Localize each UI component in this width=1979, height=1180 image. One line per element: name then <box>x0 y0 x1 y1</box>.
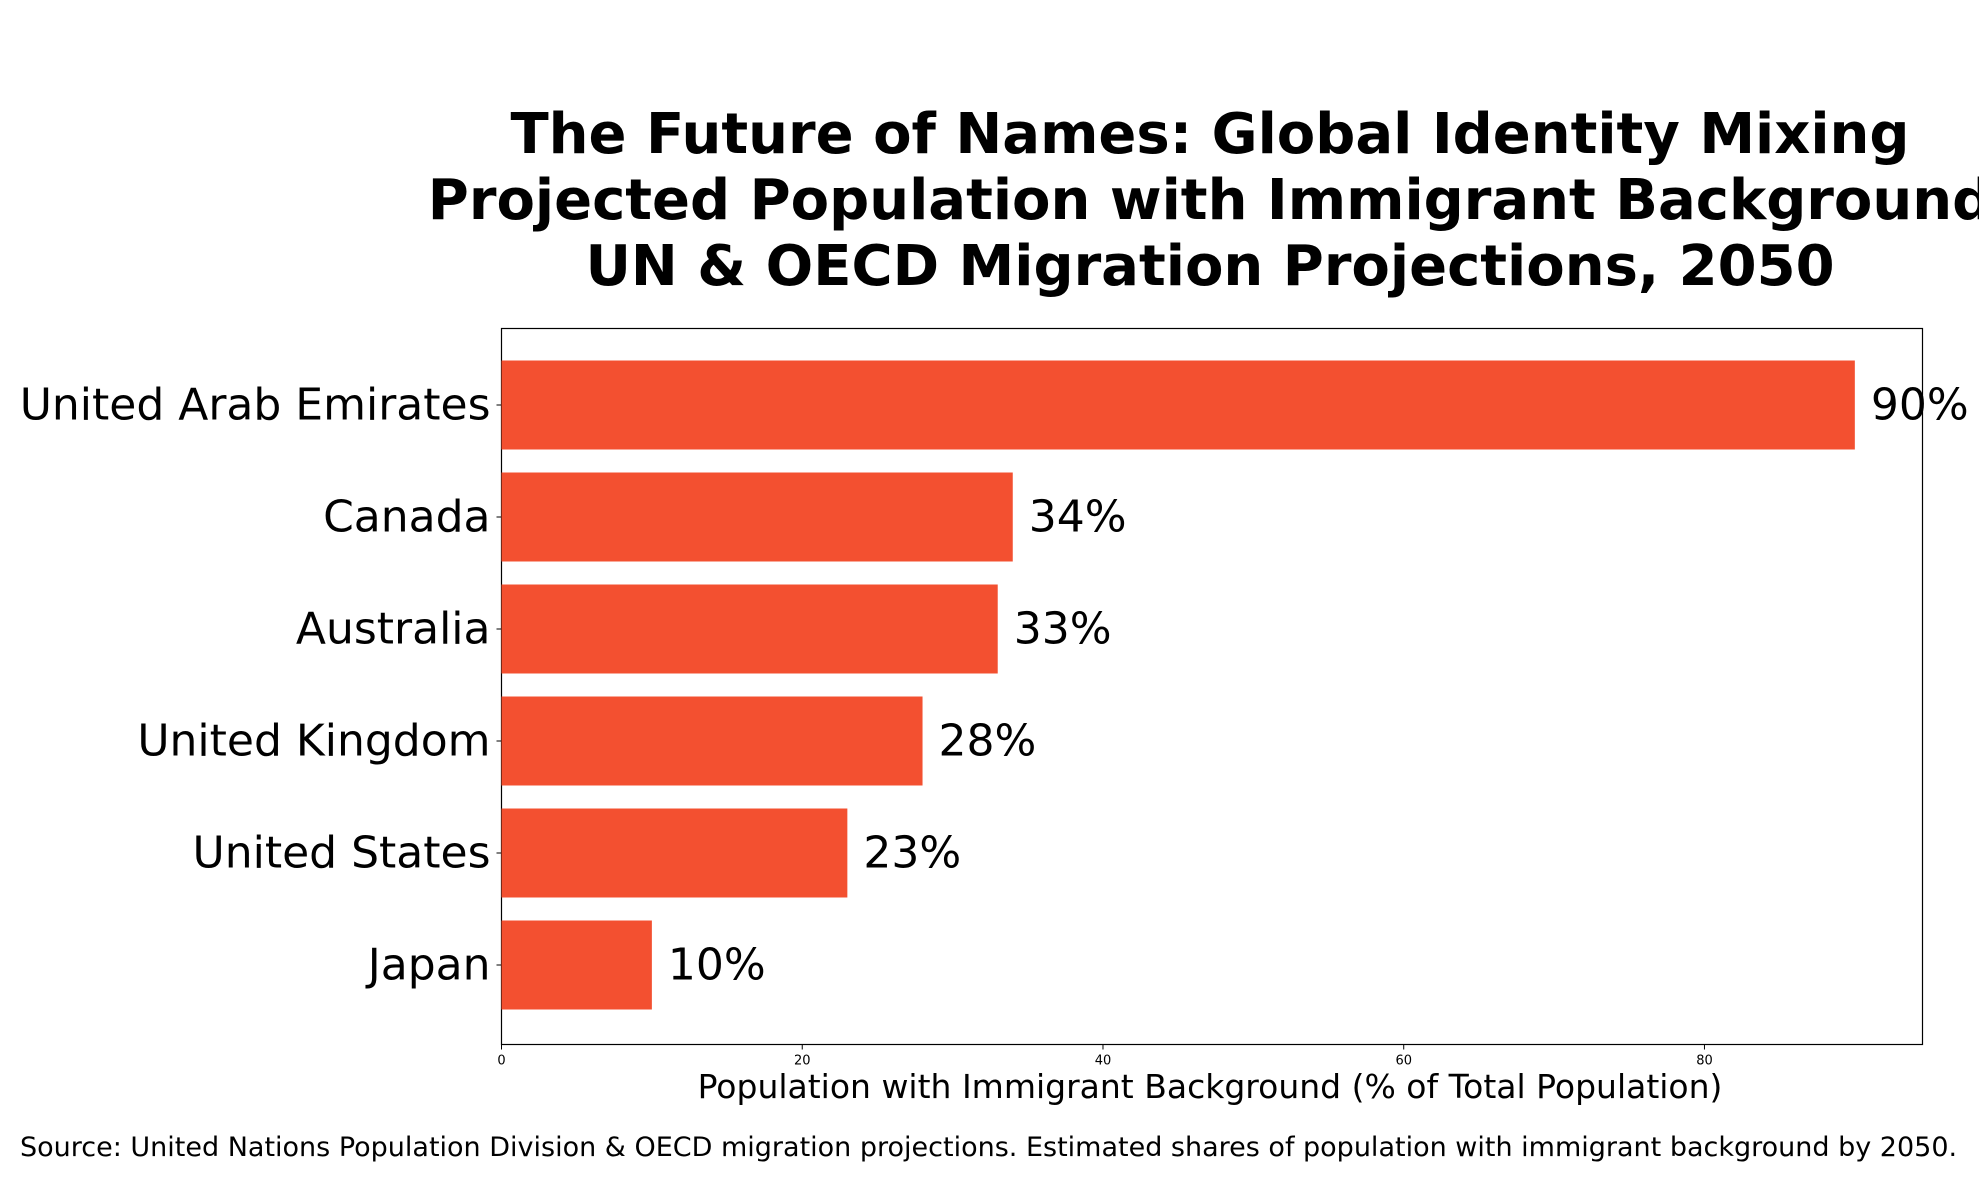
source-note: Source: United Nations Population Divisi… <box>20 1132 1957 1163</box>
category-label: Japan <box>365 940 491 991</box>
x-tick-label: 20 <box>794 1054 811 1069</box>
x-tick-label: 60 <box>1395 1054 1412 1069</box>
data-label: 33% <box>1014 604 1112 655</box>
bar-canada <box>501 472 1013 562</box>
bar-united-arab-emirates <box>501 360 1855 450</box>
chart-title-line-2: Projected Population with Immigrant Back… <box>428 168 1979 233</box>
bar-united-states <box>501 808 848 898</box>
data-label: 10% <box>668 940 766 991</box>
bar-australia <box>501 584 998 674</box>
data-label: 34% <box>1029 492 1127 543</box>
x-axis-ticks: 0 20 40 60 80 <box>497 1044 1713 1069</box>
category-label: Australia <box>296 604 491 655</box>
chart-title-line-1: The Future of Names: Global Identity Mix… <box>510 102 1909 167</box>
data-label: 23% <box>863 828 961 879</box>
x-tick-label: 0 <box>497 1054 505 1069</box>
chart-title-line-3: UN & OECD Migration Projections, 2050 <box>585 234 1834 299</box>
category-label: United Kingdom <box>137 716 490 767</box>
plot-area-frame <box>500 327 1924 1046</box>
x-tick-label: 80 <box>1696 1054 1713 1069</box>
category-label: Canada <box>323 492 490 543</box>
category-labels: United Arab Emirates Canada Australia Unite… <box>20 380 502 991</box>
category-label: United States <box>193 828 491 879</box>
category-label: United Arab Emirates <box>20 380 491 431</box>
data-label: 28% <box>939 716 1037 767</box>
bar-japan <box>501 920 652 1010</box>
value-labels: 90% 34% 33% 28% 23% 10% <box>668 380 1969 991</box>
bars-layer <box>501 360 1855 1010</box>
x-tick-label: 40 <box>1095 1054 1112 1069</box>
data-label: 90% <box>1871 380 1969 431</box>
x-axis-label: Population with Immigrant Background (% … <box>698 1067 1723 1106</box>
bar-united-kingdom <box>501 696 923 786</box>
chart-title: The Future of Names: Global Identity Mix… <box>428 102 1979 299</box>
